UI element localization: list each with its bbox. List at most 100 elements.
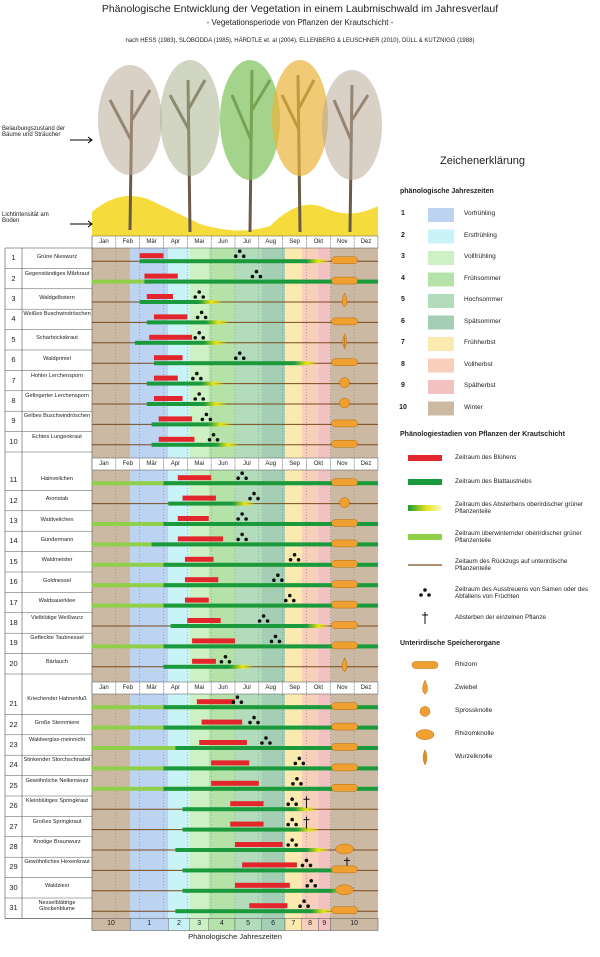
row-number: 9 — [11, 416, 16, 426]
row-number: 2 — [11, 273, 16, 283]
season-number: 6 — [271, 920, 276, 928]
death-cross — [303, 796, 310, 809]
organ-rhizom — [331, 865, 358, 874]
row-number: 3 — [11, 294, 16, 303]
leaf-bar — [175, 909, 312, 914]
species-row — [5, 695, 378, 715]
row-number: 4 — [11, 314, 16, 324]
species-row — [5, 351, 378, 371]
organ-rhizom — [331, 763, 358, 772]
month-label: Aug — [265, 239, 277, 245]
row-number: 8 — [11, 396, 16, 405]
season-band — [261, 236, 286, 919]
legend-label: Spätherbst — [464, 382, 496, 389]
species-name: Vielblütige Weißwurz — [30, 615, 84, 621]
bloom-bar — [230, 821, 264, 827]
bloom-bar — [234, 882, 290, 888]
seed-dots — [193, 392, 206, 401]
seed-dots — [236, 532, 248, 542]
month-label: Sep — [289, 685, 300, 691]
seed-dots — [286, 817, 298, 827]
species-name: Bärlauch — [45, 659, 69, 666]
seed-dot — [250, 274, 255, 279]
seed-dot — [199, 310, 204, 315]
legend-label: Winter — [464, 403, 483, 411]
legend-swatch — [428, 401, 454, 416]
legend-overwinter — [408, 534, 442, 540]
leaf-bar — [146, 320, 207, 325]
species-row — [5, 756, 378, 776]
seed-dot — [294, 802, 298, 806]
legend-swatch — [428, 315, 454, 330]
seed-dot — [241, 356, 246, 361]
organ-rhizom — [331, 317, 358, 326]
organ-rhizom — [331, 784, 358, 792]
seed-dot — [272, 578, 276, 582]
species-name: Großes Springkraut — [32, 818, 82, 825]
leaf-bar — [163, 766, 378, 771]
seed-dots — [298, 899, 310, 908]
legend-number: 2 — [401, 231, 405, 239]
seed-dot — [240, 532, 244, 537]
species-row — [5, 715, 378, 736]
month-label: Apr — [170, 461, 181, 467]
leaf-bar — [151, 442, 216, 447]
side-label: Lichtintensität am Boden — [2, 212, 49, 225]
seed-dots — [250, 269, 263, 279]
seed-dot — [248, 496, 252, 501]
bloom-bar — [177, 516, 209, 521]
seed-dots — [269, 634, 282, 644]
organ-rhizom — [331, 419, 358, 428]
legend-label: Vollfrühling — [464, 253, 496, 260]
species-row — [5, 290, 378, 310]
month-label: Sep — [289, 239, 300, 245]
month-label: Jul — [243, 685, 251, 691]
season-band — [318, 236, 331, 919]
species-name: Waldvergiss-meinnicht — [28, 737, 86, 743]
legend-label: Zeitraum überwinternder oberirdischer gr… — [455, 530, 582, 544]
seed-dots — [272, 573, 284, 582]
row-number: 17 — [9, 597, 18, 607]
legend-swatch — [428, 251, 454, 265]
leaf-bar — [146, 402, 205, 406]
seed-dot — [304, 858, 309, 863]
seed-dots — [293, 756, 306, 766]
species-name: Hohler Lerchensporn — [30, 372, 84, 379]
seed-dot — [299, 782, 303, 786]
leaf-bar — [175, 848, 307, 852]
leaf-bar — [163, 664, 231, 669]
seed-dot — [241, 254, 246, 258]
organ-rhizom — [411, 661, 439, 669]
season-number: 9 — [322, 920, 327, 928]
seed-dot — [313, 884, 318, 888]
month-label: Mai — [194, 239, 205, 245]
bloom-bar — [184, 597, 209, 603]
month-label: Nov — [336, 685, 348, 691]
species-row — [5, 491, 378, 512]
dieback-bar — [230, 664, 252, 669]
species-name: Goldnessel — [43, 577, 71, 584]
species-name: Kriechender Hahnenfuß — [27, 696, 87, 703]
seed-dot — [427, 593, 431, 597]
month-label: Feb — [122, 685, 133, 691]
seed-dot — [277, 639, 282, 644]
species-row — [5, 310, 378, 330]
month-label: Feb — [122, 239, 133, 245]
seed-dot — [223, 655, 228, 659]
leaf-bar — [163, 522, 378, 526]
leaf-bar — [170, 624, 307, 628]
month-label: Mär — [146, 239, 157, 245]
legend-label: Absterben der einzelnen Pflanze — [455, 613, 547, 621]
seed-dots — [195, 310, 208, 320]
legend-bloom — [408, 455, 442, 461]
bloom-bar — [187, 618, 221, 623]
legend-number: 9 — [401, 382, 405, 389]
legend-number: 8 — [401, 360, 405, 368]
seed-dot — [195, 371, 199, 376]
seed-dots — [305, 879, 318, 888]
row-number: 12 — [9, 495, 18, 505]
species-name: Gefingerter Lerchensporn — [25, 393, 89, 399]
seed-dot — [286, 822, 290, 827]
leaf-bar — [163, 481, 378, 486]
species-name: Aronstab — [45, 496, 69, 503]
